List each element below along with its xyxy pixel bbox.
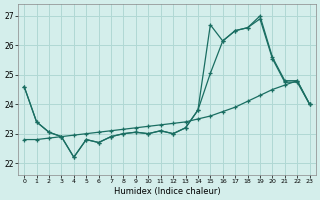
X-axis label: Humidex (Indice chaleur): Humidex (Indice chaleur) [114,187,220,196]
